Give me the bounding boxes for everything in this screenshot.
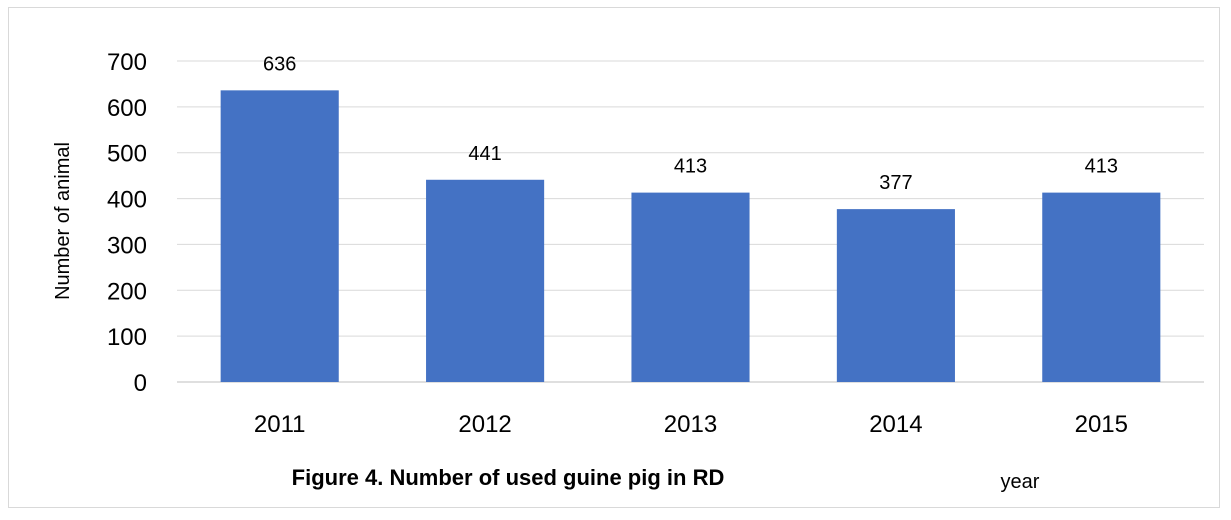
bar-2014 [836, 209, 955, 382]
y-tick-label: 400 [107, 187, 147, 214]
bar-2012 [426, 179, 545, 382]
x-axis-title: year [1001, 471, 1040, 493]
y-tick-label: 100 [107, 324, 147, 351]
bar-2013 [631, 192, 750, 382]
x-tick-label: 2015 [1075, 411, 1128, 438]
bar-2015 [1042, 192, 1161, 382]
y-tick-label: 600 [107, 95, 147, 122]
bars [220, 90, 1161, 382]
chart-frame [8, 7, 1220, 508]
data-label: 441 [468, 143, 501, 165]
data-label: 413 [1085, 156, 1118, 178]
y-tick-label: 500 [107, 141, 147, 168]
y-tick-labels: 0 100 200 300 400 500 600 700 [107, 49, 147, 397]
y-tick-label: 200 [107, 278, 147, 305]
x-tick-label: 2014 [869, 411, 922, 438]
chart-title: Figure 4. Number of used guine pig in RD [292, 465, 725, 490]
y-axis-title: Number of animal [52, 142, 74, 300]
x-tick-label: 2012 [458, 411, 511, 438]
y-tick-label: 700 [107, 49, 147, 76]
data-label: 636 [263, 53, 296, 75]
data-label: 377 [879, 172, 912, 194]
x-tick-label: 2013 [664, 411, 717, 438]
x-tick-labels: 2011 2012 2013 2014 2015 [254, 411, 1128, 438]
bar-2011 [220, 90, 339, 382]
data-label: 413 [674, 156, 707, 178]
data-labels: 636 441 413 377 413 [263, 53, 1118, 194]
x-tick-label: 2011 [254, 411, 306, 438]
y-tick-label: 0 [134, 370, 147, 397]
y-tick-label: 300 [107, 232, 147, 259]
